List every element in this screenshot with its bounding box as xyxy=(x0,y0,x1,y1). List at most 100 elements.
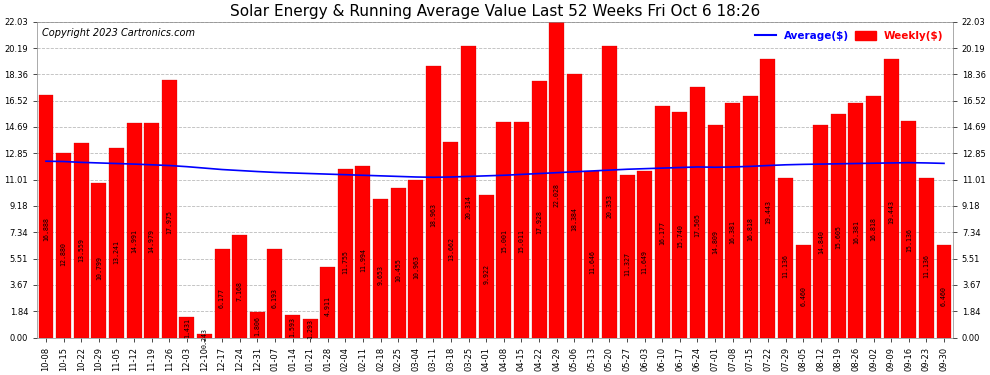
Text: 16.888: 16.888 xyxy=(43,217,49,241)
Text: 13.662: 13.662 xyxy=(448,237,454,261)
Bar xyxy=(249,312,264,338)
Bar xyxy=(620,175,635,338)
Text: 15.011: 15.011 xyxy=(519,229,525,253)
Text: 9.653: 9.653 xyxy=(377,265,383,285)
Bar xyxy=(549,22,564,338)
Bar xyxy=(426,66,441,338)
Text: 22.028: 22.028 xyxy=(553,183,559,207)
Bar xyxy=(73,143,89,338)
Text: 11.649: 11.649 xyxy=(642,251,647,274)
Bar xyxy=(726,103,741,338)
Title: Solar Energy & Running Average Value Last 52 Weeks Fri Oct 6 18:26: Solar Energy & Running Average Value Las… xyxy=(230,4,760,19)
Text: 11.755: 11.755 xyxy=(343,250,348,274)
Text: 16.177: 16.177 xyxy=(659,221,665,245)
Bar xyxy=(831,114,845,338)
Bar xyxy=(690,87,705,338)
Text: 16.818: 16.818 xyxy=(747,217,753,241)
Legend: Average($), Weekly($): Average($), Weekly($) xyxy=(751,27,947,45)
Bar xyxy=(848,103,863,338)
Bar xyxy=(866,96,881,338)
Text: 15.605: 15.605 xyxy=(836,225,842,249)
Text: 14.840: 14.840 xyxy=(818,230,824,254)
Text: 1.431: 1.431 xyxy=(184,318,190,338)
Text: 14.979: 14.979 xyxy=(148,229,154,253)
Bar xyxy=(461,46,476,338)
Bar xyxy=(179,317,194,338)
Text: 6.460: 6.460 xyxy=(800,286,806,306)
Text: 1.593: 1.593 xyxy=(289,317,295,337)
Bar xyxy=(602,46,617,338)
Text: 20.353: 20.353 xyxy=(607,194,613,218)
Bar xyxy=(514,122,529,338)
Text: 11.994: 11.994 xyxy=(360,248,366,272)
Bar xyxy=(338,169,352,338)
Text: 15.001: 15.001 xyxy=(501,229,507,253)
Bar xyxy=(267,249,282,338)
Text: 15.740: 15.740 xyxy=(677,224,683,248)
Bar xyxy=(39,96,53,338)
Text: 6.460: 6.460 xyxy=(941,286,947,306)
Text: 19.443: 19.443 xyxy=(888,200,894,224)
Bar xyxy=(496,123,511,338)
Text: 14.991: 14.991 xyxy=(131,229,137,253)
Text: 16.381: 16.381 xyxy=(730,220,736,244)
Text: 13.559: 13.559 xyxy=(78,238,84,262)
Text: 10.963: 10.963 xyxy=(413,255,419,279)
Text: 18.963: 18.963 xyxy=(431,203,437,227)
Text: 17.505: 17.505 xyxy=(695,213,701,237)
Text: 1.806: 1.806 xyxy=(254,316,260,336)
Bar xyxy=(654,106,670,338)
Text: Copyright 2023 Cartronics.com: Copyright 2023 Cartronics.com xyxy=(42,28,195,38)
Text: 7.168: 7.168 xyxy=(237,281,243,301)
Text: 15.136: 15.136 xyxy=(906,228,912,252)
Bar xyxy=(813,125,829,338)
Bar xyxy=(937,245,951,338)
Bar xyxy=(584,171,599,338)
Bar xyxy=(566,74,582,338)
Bar xyxy=(708,125,723,338)
Text: 18.384: 18.384 xyxy=(571,207,577,231)
Bar xyxy=(919,178,934,338)
Bar xyxy=(672,112,687,338)
Text: 16.818: 16.818 xyxy=(870,217,876,241)
Text: 6.177: 6.177 xyxy=(219,288,225,308)
Text: 17.975: 17.975 xyxy=(166,210,172,234)
Bar xyxy=(285,315,300,338)
Text: 6.193: 6.193 xyxy=(272,288,278,308)
Bar xyxy=(233,235,248,338)
Text: 11.136: 11.136 xyxy=(924,254,930,278)
Bar xyxy=(303,319,318,338)
Text: 4.911: 4.911 xyxy=(325,296,331,316)
Text: 11.327: 11.327 xyxy=(624,252,630,276)
Bar xyxy=(742,96,757,338)
Text: 10.799: 10.799 xyxy=(96,256,102,280)
Bar xyxy=(901,120,917,338)
Bar xyxy=(56,153,71,338)
Bar xyxy=(778,178,793,338)
Text: 19.443: 19.443 xyxy=(765,200,771,224)
Text: 16.381: 16.381 xyxy=(853,220,859,244)
Bar xyxy=(444,142,458,338)
Bar xyxy=(760,59,775,338)
Bar xyxy=(91,183,106,338)
Text: 9.922: 9.922 xyxy=(483,264,489,284)
Text: 14.809: 14.809 xyxy=(712,230,718,254)
Bar xyxy=(884,59,899,338)
Text: 13.241: 13.241 xyxy=(114,240,120,264)
Bar xyxy=(215,249,230,338)
Bar xyxy=(109,148,124,338)
Bar xyxy=(145,123,159,338)
Text: 11.136: 11.136 xyxy=(782,254,788,278)
Bar xyxy=(638,171,652,338)
Bar xyxy=(320,267,336,338)
Bar xyxy=(355,166,370,338)
Bar xyxy=(796,245,811,338)
Bar xyxy=(532,81,546,338)
Bar xyxy=(391,188,406,338)
Bar xyxy=(197,334,212,338)
Text: 1.293: 1.293 xyxy=(307,319,313,339)
Text: 12.880: 12.880 xyxy=(60,243,66,267)
Bar xyxy=(408,180,424,338)
Text: 10.455: 10.455 xyxy=(395,258,401,282)
Text: 17.928: 17.928 xyxy=(536,210,542,234)
